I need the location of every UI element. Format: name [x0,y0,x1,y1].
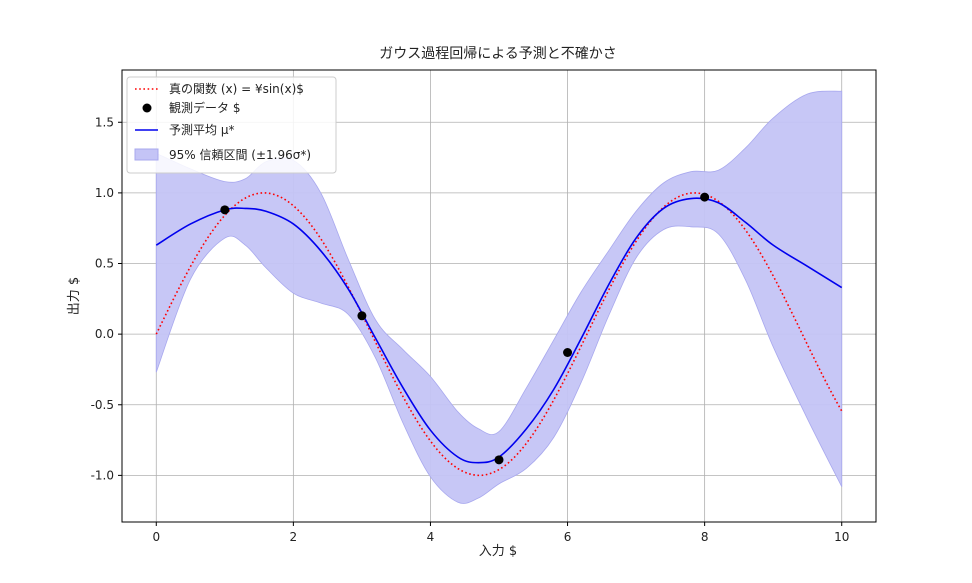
legend-swatch-observations [142,103,152,113]
legend: 真の関数 (x) = ¥sin(x)$ 観測データ $ 予測平均 μ* 95% … [126,76,337,174]
lines-layer [155,192,843,477]
x-tick-label: 8 [701,530,709,544]
confidence-band [155,90,843,504]
legend-frame [126,76,337,174]
observation-point [494,455,504,465]
observation-point [563,348,573,357]
x-tick-label: 6 [564,530,572,544]
x-axis-label: 入力 $ [479,544,517,559]
x-tick-label: 4 [427,530,435,544]
x-tick-label: 10 [834,530,849,544]
legend-label-mean: 予測平均 μ* [169,123,234,137]
plot-frame [121,69,877,523]
x-axis: 0 2 4 6 8 10 [152,522,849,544]
y-axis: -1.0 -0.5 0.0 0.5 1.0 1.5 [91,115,122,482]
y-tick-label: -0.5 [91,398,114,412]
legend-swatch-confidence-band [134,148,159,161]
y-axis-label: 出力 $ [67,277,82,315]
legend-label-true-function: 真の関数 (x) = ¥sin(x)$ [169,81,304,96]
observation-point [220,205,230,215]
y-tick-label: -1.0 [91,468,114,482]
observation-point [357,311,367,321]
y-tick-label: 0.0 [95,327,114,341]
x-tick-label: 0 [152,530,160,544]
chart-title: ガウス過程回帰による予測と不確かさ [379,45,617,62]
observation-points-layer [220,192,710,465]
legend-label-confidence-band: 95% 信頼区間 (±1.96σ*) [169,148,311,162]
legend-label-observations: 観測データ $ [169,100,240,115]
y-tick-label: 1.5 [95,115,114,129]
y-tick-label: 1.0 [95,186,114,200]
confidence-band-layer [155,90,843,504]
observation-point [700,192,710,202]
plot-area [121,69,877,523]
y-tick-label: 0.5 [95,257,114,271]
x-tick-label: 2 [290,530,298,544]
predicted-mean-line [155,197,843,464]
